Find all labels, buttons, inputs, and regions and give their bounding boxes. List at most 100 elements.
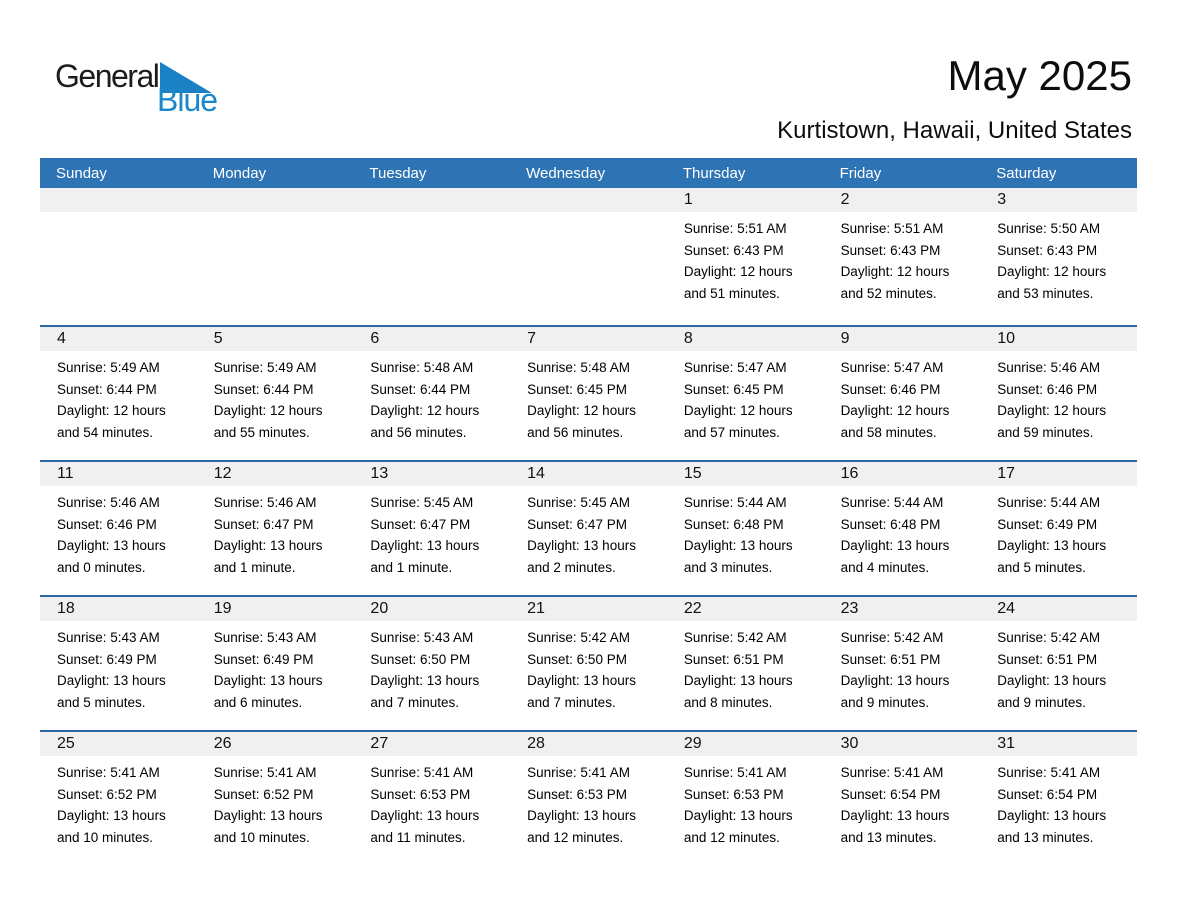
week-row: 1 Sunrise: 5:51 AM Sunset: 6:43 PM Daylight… [40,188,1137,325]
day-detail-line: Daylight: 13 hours [997,673,1107,688]
day-detail-line: and 5 minutes. [57,694,146,710]
day-detail-line: Daylight: 13 hours [213,808,323,823]
day-detail-line: and 51 minutes. [683,285,780,301]
date-number: 14 [510,462,667,486]
date-number: 3 [980,188,1137,212]
day-detail-line: Sunrise: 5:41 AM [213,765,317,780]
day-cell-6: 6 Sunrise: 5:48 AM Sunset: 6:44 PM Daylight… [353,327,511,460]
day-detail-line: Sunset: 6:46 PM [997,381,1098,397]
day-header-wednesday: Wednesday [526,164,606,182]
day-detail-line: Daylight: 13 hours [840,538,950,553]
day-cell-16: 16 Sunrise: 5:44 AM Sunset: 6:48 PM Dayligh… [823,462,981,595]
date-number: 19 [196,597,354,621]
day-detail-line: Sunrise: 5:41 AM [370,765,474,780]
date-number [40,188,197,212]
day-detail-line: Sunrise: 5:46 AM [997,360,1101,375]
day-detail-line: and 56 minutes. [370,424,467,440]
day-cell-25: 25 Sunrise: 5:41 AM Sunset: 6:52 PM Dayligh… [40,732,197,865]
day-detail-line: Sunrise: 5:47 AM [840,360,944,375]
day-cell-12: 12 Sunrise: 5:46 AM Sunset: 6:47 PM Dayligh… [196,462,354,595]
day-detail-line: Sunset: 6:47 PM [213,516,314,532]
day-cell-empty [40,188,197,325]
day-cell-10: 10 Sunrise: 5:46 AM Sunset: 6:46 PM Dayligh… [980,327,1137,460]
day-cell-empty [196,188,354,325]
date-number: 23 [823,597,981,621]
day-header-friday: Friday [839,164,882,182]
date-number: 29 [666,732,824,756]
day-detail-line: Sunset: 6:54 PM [997,786,1098,802]
day-header-monday: Monday [212,164,267,182]
day-detail-line: and 1 minute. [370,559,453,575]
day-header-sunday: Sunday [56,164,107,182]
day-detail-line: Sunrise: 5:45 AM [527,495,630,510]
day-detail-line: Sunset: 6:44 PM [57,381,157,397]
day-detail-line: Sunset: 6:47 PM [370,516,471,532]
day-detail-line: Sunrise: 5:51 AM [840,221,944,236]
date-number: 17 [980,462,1137,486]
day-details: Sunrise: 5:46 AM Sunset: 6:46 PM Daylight:… [980,351,1137,443]
day-detail-line: Sunset: 6:53 PM [370,786,471,802]
day-details: Sunrise: 5:49 AM Sunset: 6:44 PM Daylight:… [197,351,354,443]
day-cell-5: 5 Sunrise: 5:49 AM Sunset: 6:44 PM Daylight… [196,327,354,460]
day-details: Sunrise: 5:42 AM Sunset: 6:51 PM Daylight:… [824,621,981,713]
date-number: 31 [980,732,1137,756]
day-detail-line: Sunset: 6:45 PM [527,381,627,397]
day-cell-30: 30 Sunrise: 5:41 AM Sunset: 6:54 PM Dayligh… [823,732,981,865]
day-cell-21: 21 Sunrise: 5:42 AM Sunset: 6:50 PM Dayligh… [510,597,667,730]
day-details: Sunrise: 5:43 AM Sunset: 6:49 PM Daylight:… [40,621,197,713]
day-cell-23: 23 Sunrise: 5:42 AM Sunset: 6:51 PM Dayligh… [823,597,981,730]
day-details: Sunrise: 5:49 AM Sunset: 6:44 PM Daylight:… [40,351,197,443]
day-details: Sunrise: 5:45 AM Sunset: 6:47 PM Daylight:… [353,486,510,578]
day-detail-line: Sunset: 6:44 PM [370,381,471,397]
day-detail-line: Sunset: 6:44 PM [213,381,314,397]
day-cell-14: 14 Sunrise: 5:45 AM Sunset: 6:47 PM Dayligh… [510,462,667,595]
day-detail-line: Sunset: 6:52 PM [213,786,314,802]
day-detail-line: and 57 minutes. [683,424,780,440]
day-detail-line: Sunrise: 5:48 AM [527,360,630,375]
day-detail-line: Sunrise: 5:42 AM [840,630,944,645]
page-header: General Blue May 2025 Kurtistown, Hawaii… [0,0,1188,158]
day-cell-26: 26 Sunrise: 5:41 AM Sunset: 6:52 PM Dayligh… [196,732,354,865]
day-detail-line: and 1 minute. [213,559,296,575]
date-number: 10 [980,327,1137,351]
day-details: Sunrise: 5:47 AM Sunset: 6:45 PM Daylight:… [667,351,824,443]
day-details: Sunrise: 5:44 AM Sunset: 6:48 PM Daylight:… [667,486,824,578]
day-cell-28: 28 Sunrise: 5:41 AM Sunset: 6:53 PM Dayligh… [510,732,667,865]
day-detail-line: Daylight: 13 hours [683,808,793,823]
day-details: Sunrise: 5:48 AM Sunset: 6:44 PM Daylight:… [353,351,510,443]
day-detail-line: Sunset: 6:47 PM [527,516,627,532]
day-details: Sunrise: 5:43 AM Sunset: 6:49 PM Daylight:… [197,621,354,713]
day-detail-line: Sunset: 6:46 PM [57,516,157,532]
day-details: Sunrise: 5:45 AM Sunset: 6:47 PM Daylight:… [510,486,667,578]
day-detail-line: Daylight: 13 hours [213,673,323,688]
day-detail-line: Daylight: 12 hours [370,403,480,418]
day-detail-line: Sunset: 6:43 PM [840,242,941,258]
day-detail-line: and 7 minutes. [370,694,459,710]
day-header-saturday: Saturday [996,164,1057,182]
date-number: 26 [196,732,354,756]
day-detail-line: Sunset: 6:45 PM [683,381,784,397]
day-details: Sunrise: 5:46 AM Sunset: 6:47 PM Daylight:… [197,486,354,578]
date-number: 8 [666,327,824,351]
day-cell-18: 18 Sunrise: 5:43 AM Sunset: 6:49 PM Dayligh… [40,597,197,730]
day-detail-line: Daylight: 13 hours [57,673,166,688]
day-detail-line: Sunrise: 5:50 AM [997,221,1101,236]
day-detail-line: Sunrise: 5:44 AM [840,495,944,510]
calendar: Sunday Monday Tuesday Wednesday Thursday Frid… [40,158,1137,865]
day-cell-22: 22 Sunrise: 5:42 AM Sunset: 6:51 PM Dayligh… [666,597,824,730]
day-detail-line: Sunset: 6:46 PM [840,381,941,397]
day-detail-line: Sunset: 6:43 PM [997,242,1098,258]
date-number: 25 [40,732,197,756]
day-detail-line: and 54 minutes. [57,424,154,440]
day-detail-line: Daylight: 12 hours [840,264,950,279]
day-details: Sunrise: 5:41 AM Sunset: 6:54 PM Daylight:… [980,756,1137,848]
day-detail-line: Daylight: 13 hours [527,808,636,823]
day-cell-3: 3 Sunrise: 5:50 AM Sunset: 6:43 PM Daylight… [980,188,1137,325]
date-number: 18 [40,597,197,621]
day-detail-line: Daylight: 12 hours [683,403,793,418]
day-detail-line: Sunrise: 5:42 AM [997,630,1101,645]
day-detail-line: and 58 minutes. [840,424,937,440]
day-detail-line: Sunrise: 5:41 AM [57,765,160,780]
day-detail-line: and 9 minutes. [840,694,930,710]
day-cell-13: 13 Sunrise: 5:45 AM Sunset: 6:47 PM Dayligh… [353,462,511,595]
